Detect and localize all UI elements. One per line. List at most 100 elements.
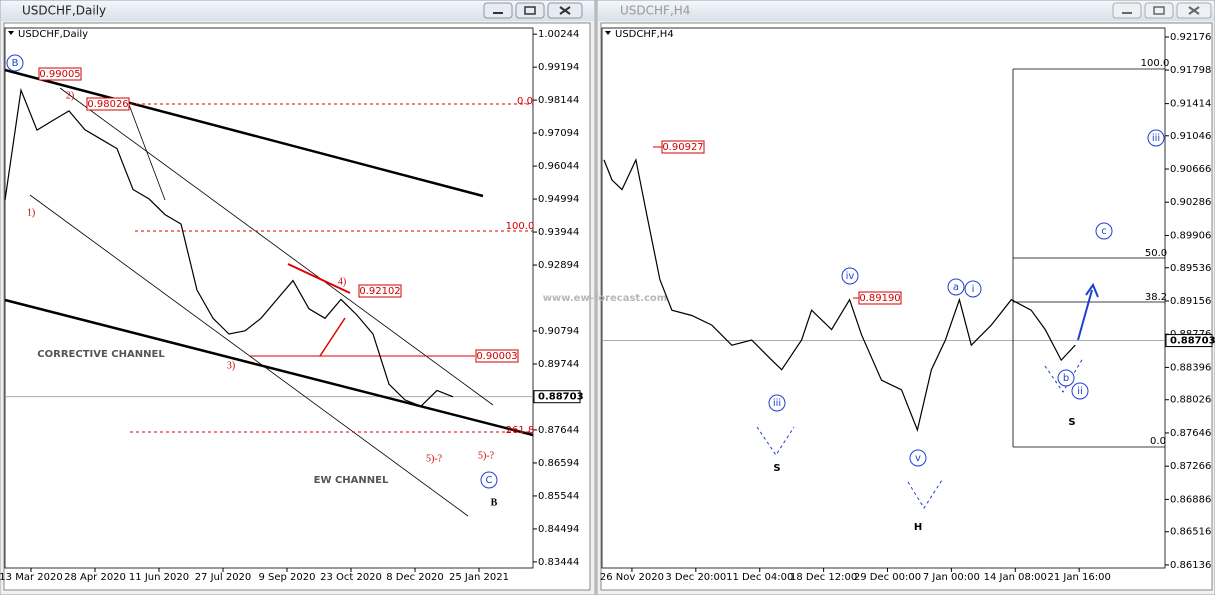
window-title: USDCHF,Daily: [22, 4, 106, 18]
x-tick-label: 8 Dec 2020: [386, 572, 444, 583]
minimize-button[interactable]: [1112, 2, 1142, 19]
drawing-line: [1077, 289, 1093, 341]
y-tick-label: 0.85544: [538, 491, 579, 502]
y-tick-label: 0.97094: [538, 128, 579, 139]
maximize-button[interactable]: [1144, 2, 1174, 19]
x-tick-label: 21 Jan 16:00: [1047, 572, 1110, 583]
minimize-button[interactable]: [483, 2, 513, 19]
y-tick-label: 0.94994: [538, 194, 579, 205]
price-tag: [358, 284, 402, 298]
y-tick-label: 0.88026: [1170, 395, 1211, 406]
annotation: a: [953, 282, 959, 293]
x-tick-label: 25 Jan 2021: [449, 572, 509, 583]
watermark: www.ew-forecast.com: [543, 293, 667, 304]
y-tick-label: 0.87266: [1170, 461, 1211, 472]
x-tick-label: 29 Dec 00:00: [854, 572, 921, 583]
title-bar: [1, 1, 594, 21]
drawing-line: [756, 426, 795, 456]
window-title: USDCHF,H4: [620, 4, 690, 18]
last-price-box: [533, 390, 581, 404]
window-buttons[interactable]: [483, 2, 583, 19]
price-tag: [858, 291, 902, 305]
wave-circle: [909, 449, 927, 467]
y-tick-label: 0.87644: [538, 425, 579, 436]
drawing-line: [4, 298, 534, 437]
y-tick-label: 0.91046: [1170, 131, 1211, 142]
annotation: 38.2: [1145, 292, 1167, 303]
annotation: i: [972, 284, 975, 295]
x-tick-label: 26 Nov 2020: [600, 572, 664, 583]
annotation: 0.0: [1150, 436, 1166, 447]
y-tick-label: 0.89906: [1170, 230, 1211, 241]
annotation: 2): [66, 90, 74, 101]
y-tick-label: 0.87646: [1170, 428, 1211, 439]
y-tick-label: 0.92894: [538, 260, 579, 271]
y-tick-label: 0.93944: [538, 227, 579, 238]
price-tag: [661, 140, 705, 154]
wave-circle: [480, 471, 498, 489]
annotation: 0.0: [517, 96, 533, 107]
annotation: 0.98026: [87, 99, 128, 110]
annotation: ii: [1077, 386, 1083, 397]
y-tick-label: 0.86594: [538, 458, 579, 469]
annotation: 0.89190: [859, 293, 900, 304]
annotation: 4): [338, 276, 346, 287]
y-tick-label: 0.89744: [538, 359, 579, 370]
annotation: EW CHANNEL: [314, 475, 389, 486]
price-tag: [86, 97, 130, 111]
annotation: 1): [27, 207, 35, 218]
y-tick-label: 0.99194: [538, 62, 579, 73]
x-tick-label: 27 Jul 2020: [195, 572, 252, 583]
y-tick-label: 0.89536: [1170, 263, 1211, 274]
annotation: 261.8: [506, 425, 535, 436]
symbol-label: USDCHF,Daily: [18, 29, 88, 40]
chart-area: [3, 22, 591, 591]
drawing-line: [1085, 282, 1099, 298]
window-buttons[interactable]: [1112, 2, 1212, 19]
last-price-label: 0.88703: [538, 392, 584, 403]
y-tick-label: 0.98144: [538, 95, 579, 106]
maximize-button[interactable]: [515, 2, 545, 19]
chart: USDCHF,Daily 1.00244 0.99194 0.98144 0.97094…: [0, 27, 584, 583]
y-tick-label: 1.00244: [538, 29, 579, 40]
wave-circle: [964, 280, 982, 298]
y-tick-label: 0.91414: [1170, 99, 1211, 110]
drawing-line: [1044, 357, 1084, 393]
y-tick-label: 0.89156: [1170, 296, 1211, 307]
x-tick-label: 23 Oct 2020: [320, 572, 382, 583]
annotation: 0.90003: [476, 351, 517, 362]
y-tick-label: 0.83444: [538, 557, 579, 568]
y-tick-label: 0.90666: [1170, 164, 1211, 175]
annotation: 0.99005: [39, 69, 80, 80]
x-tick-label: 11 Jun 2020: [129, 572, 189, 583]
plot-area: [4, 27, 534, 569]
price-line: [4, 87, 454, 407]
annotation: iii: [773, 398, 781, 409]
y-tick-label: 0.90286: [1170, 197, 1211, 208]
wave-circle: [6, 54, 24, 72]
drawing-line: [907, 479, 943, 509]
price-line: [603, 157, 1076, 433]
annotation: 100.0: [1141, 58, 1170, 69]
annotation: 50.0: [1145, 248, 1167, 259]
y-tick-label: 0.86516: [1170, 527, 1211, 538]
annotation: v: [915, 453, 921, 464]
x-tick-label: 9 Sep 2020: [258, 572, 315, 583]
annotation: b: [1063, 373, 1069, 384]
drawing-line: [4, 68, 484, 198]
annotation: 5)-?: [426, 453, 443, 464]
annotation: c: [1101, 226, 1107, 237]
annotation: iv: [846, 271, 855, 282]
wave-circle: [841, 267, 859, 285]
chart: USDCHF,H4 0.92176 0.91798 0.91414 0.91046 0.9…: [543, 27, 1215, 583]
drawing-line: [287, 263, 351, 294]
annotation: iii: [1152, 133, 1160, 144]
drawing-line: [127, 101, 166, 201]
x-tick-label: 11 Dec 04:00: [726, 572, 793, 583]
annotation: S: [1068, 417, 1075, 428]
chart-area: [600, 22, 1213, 591]
annotation: 100.0: [506, 221, 535, 232]
y-tick-label: 0.96044: [538, 161, 579, 172]
